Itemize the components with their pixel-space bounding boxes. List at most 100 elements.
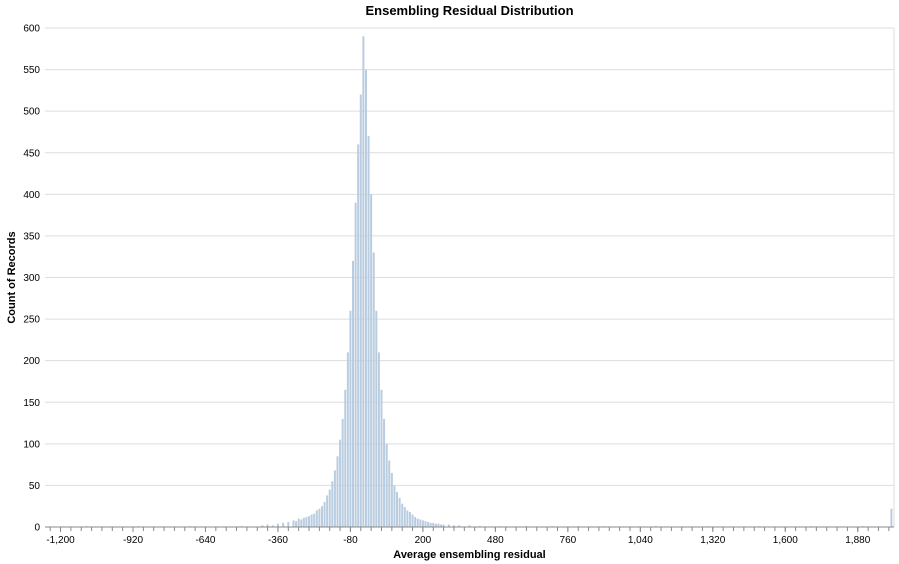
y-tick-label: 0 — [34, 523, 40, 534]
x-tick-label: 760 — [560, 535, 577, 546]
histogram-bar — [276, 523, 279, 527]
histogram-bar — [398, 497, 401, 527]
histogram-bar — [357, 144, 360, 527]
histogram-bar — [396, 492, 399, 527]
histogram-bar — [437, 523, 440, 527]
histogram-bar — [344, 389, 347, 527]
y-tick-label: 600 — [23, 24, 40, 35]
histogram-bar — [421, 520, 424, 527]
histogram-bar — [354, 202, 357, 527]
y-tick-label: 200 — [23, 356, 40, 367]
histogram-bar — [383, 418, 386, 527]
histogram-bar — [403, 507, 406, 527]
histogram-bar — [442, 524, 445, 527]
histogram-bar — [434, 523, 437, 527]
x-tick-label: -1,200 — [46, 535, 75, 546]
histogram-bar — [468, 525, 471, 527]
histogram-bar — [310, 514, 313, 527]
histogram-bar — [341, 418, 344, 527]
histogram-bar — [339, 439, 342, 527]
x-tick-label: 200 — [415, 535, 432, 546]
x-tick-label: -80 — [343, 535, 358, 546]
histogram-bar — [318, 508, 321, 527]
histogram-bar — [414, 517, 417, 527]
y-tick-label: 350 — [23, 231, 40, 242]
y-tick-label: 50 — [29, 481, 41, 492]
histogram-bar — [305, 517, 308, 527]
x-tick-label: 1,320 — [700, 535, 725, 546]
histogram-bar — [385, 443, 388, 527]
histogram-bar — [328, 489, 331, 527]
histogram-bar — [890, 508, 893, 527]
y-tick-label: 300 — [23, 273, 40, 284]
y-tick-label: 400 — [23, 190, 40, 201]
histogram-bar — [432, 522, 435, 527]
histogram-bar — [440, 524, 443, 527]
histogram-bar — [401, 503, 404, 527]
x-axis-title: Average ensembling residual — [393, 549, 545, 561]
histogram-bar — [375, 310, 378, 527]
y-axis-title: Count of Records — [6, 231, 18, 323]
x-tick-label: -360 — [268, 535, 288, 546]
y-tick-label: 450 — [23, 148, 40, 159]
x-axis-ticks: -1,200 -920 -640 -360 -80 200 480 760 1,040 1,320… — [46, 527, 890, 546]
y-tick-label: 150 — [23, 398, 40, 409]
histogram-bar — [352, 260, 355, 527]
histogram-bar — [416, 518, 419, 527]
x-tick-label: 1,600 — [773, 535, 798, 546]
histogram-bar — [367, 136, 370, 527]
histogram-bar — [380, 389, 383, 527]
histogram-bar — [271, 525, 274, 527]
histogram-bar — [315, 510, 318, 527]
y-tick-label: 550 — [23, 65, 40, 76]
histogram-bar — [452, 525, 455, 527]
histogram-bar — [308, 516, 311, 527]
histogram-bar — [377, 352, 380, 527]
histogram-bar — [295, 521, 298, 527]
x-tick-label: 1,040 — [628, 535, 653, 546]
histogram-bar — [458, 525, 461, 527]
y-axis-ticks: 0 50 100 150 200 250 300 350 400 450 500 550 600 — [23, 24, 40, 534]
histogram-bars — [85, 36, 893, 528]
histogram-bar — [362, 36, 365, 528]
histogram-bar — [427, 522, 430, 527]
histogram-bar — [411, 514, 414, 527]
histogram-bar — [261, 525, 264, 527]
histogram-bar — [346, 352, 349, 527]
y-tick-label: 250 — [23, 315, 40, 326]
histogram-bar — [424, 521, 427, 527]
histogram-bar — [326, 495, 329, 527]
histogram-bar — [406, 510, 409, 527]
histogram-bar — [364, 69, 367, 527]
histogram-bar — [282, 522, 285, 527]
histogram-bar — [429, 522, 432, 527]
histogram-bar — [349, 310, 352, 527]
histogram-bar — [302, 517, 305, 527]
histogram-bar — [393, 485, 396, 527]
histogram-bar — [266, 524, 269, 527]
histogram-bar — [390, 472, 393, 527]
histogram-bar — [447, 524, 450, 527]
histogram-bar — [331, 481, 334, 527]
histogram-bar — [292, 520, 295, 527]
histogram-bar — [336, 456, 339, 527]
gridlines — [45, 27, 895, 528]
histogram-bar — [333, 470, 336, 527]
y-tick-label: 100 — [23, 439, 40, 450]
histogram-bar — [372, 252, 375, 528]
histogram-bar — [320, 506, 323, 527]
histogram-bar — [300, 519, 303, 527]
histogram-bar — [287, 522, 290, 527]
chart-title: Ensembling Residual Distribution — [365, 3, 573, 18]
x-tick-label: -920 — [123, 535, 143, 546]
x-tick-label: -640 — [195, 535, 215, 546]
histogram-bar — [370, 194, 373, 528]
histogram-bar — [388, 460, 391, 527]
histogram-bar — [313, 513, 316, 527]
histogram-bar — [408, 512, 411, 527]
histogram-bar — [359, 94, 362, 528]
histogram-bar — [297, 518, 300, 527]
x-tick-label: 480 — [487, 535, 504, 546]
